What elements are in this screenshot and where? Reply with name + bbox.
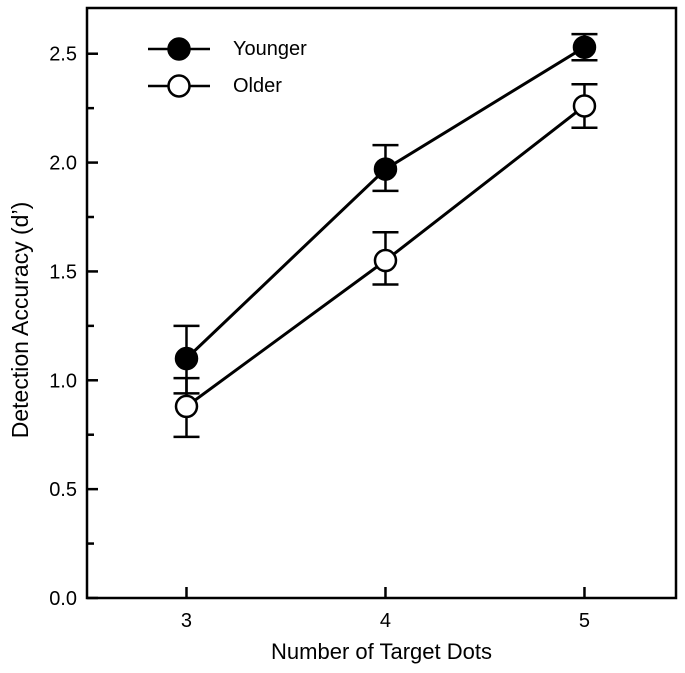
legend-filled-circle-icon (167, 37, 191, 61)
open-circle-icon (373, 248, 398, 273)
x-tick-label: 3 (181, 610, 192, 632)
legend-label-younger: Younger (233, 38, 307, 60)
y-tick-label: 1.5 (49, 261, 77, 283)
legend-label-older: Older (233, 75, 282, 97)
open-circle-icon (174, 394, 199, 419)
x-axis-title: Number of Target Dots (271, 639, 492, 664)
filled-circle-icon (572, 35, 597, 59)
y-tick-label: 2.5 (49, 44, 77, 66)
open-circle-icon (572, 94, 597, 118)
x-tick-label: 4 (380, 610, 391, 632)
plot-border (85, 6, 678, 600)
x-tick-label: 5 (579, 610, 590, 632)
y-tick-label: 1.0 (49, 370, 77, 392)
y-tick-label: 0.0 (49, 588, 77, 610)
filled-circle-icon (373, 157, 398, 181)
y-axis-title: Detection Accuracy (d’) (7, 201, 33, 439)
y-tick-label: 2.0 (49, 153, 77, 175)
legend-open-circle-icon (167, 74, 191, 98)
y-tick-label: 0.5 (49, 479, 77, 501)
filled-circle-icon (174, 346, 199, 371)
